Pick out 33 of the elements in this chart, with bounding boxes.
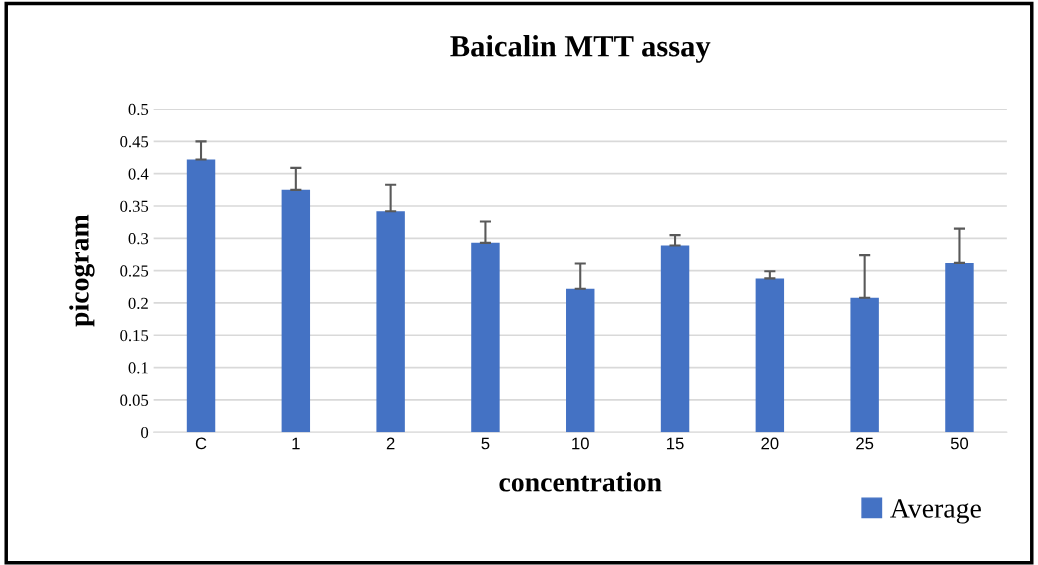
y-tick-label: 0.4 (128, 168, 149, 180)
y-tick-label: 0.35 (120, 200, 149, 213)
x-tick-label: 10 (572, 437, 589, 450)
y-tick-label: 0.1 (128, 362, 148, 374)
y-axis-title: picogram (69, 214, 95, 327)
bar (566, 288, 595, 433)
x-tick-label: 25 (856, 437, 874, 450)
y-tick-label: 0.45 (120, 136, 149, 148)
y-tick-label: 0.2 (128, 297, 148, 309)
x-tick-label: 1 (292, 437, 300, 450)
bar (945, 262, 974, 433)
x-axis-title: concentration (499, 472, 662, 492)
x-tick-label: 20 (761, 437, 779, 450)
legend-label: Average (890, 499, 981, 524)
chart-title: Baicalin MTT assay (450, 35, 711, 63)
bar (755, 278, 785, 433)
bar (281, 189, 311, 433)
bar (376, 211, 405, 433)
bar (186, 159, 216, 433)
y-tick-label: 0.15 (120, 329, 149, 342)
y-tick-label: 0.5 (128, 103, 149, 116)
x-tick-label: 50 (950, 437, 969, 450)
x-tick-label: C (195, 437, 207, 450)
y-tick-label: 0.3 (128, 233, 149, 245)
y-tick-label: 0.05 (120, 394, 149, 406)
y-tick-label: 0.25 (120, 265, 149, 277)
bar (471, 242, 500, 433)
x-tick-label: 5 (481, 437, 490, 450)
bar (850, 297, 879, 433)
x-tick-label: 2 (386, 437, 395, 450)
x-tick-label: 15 (667, 437, 684, 450)
bar (660, 245, 690, 433)
y-tick-label: 0 (141, 426, 149, 439)
